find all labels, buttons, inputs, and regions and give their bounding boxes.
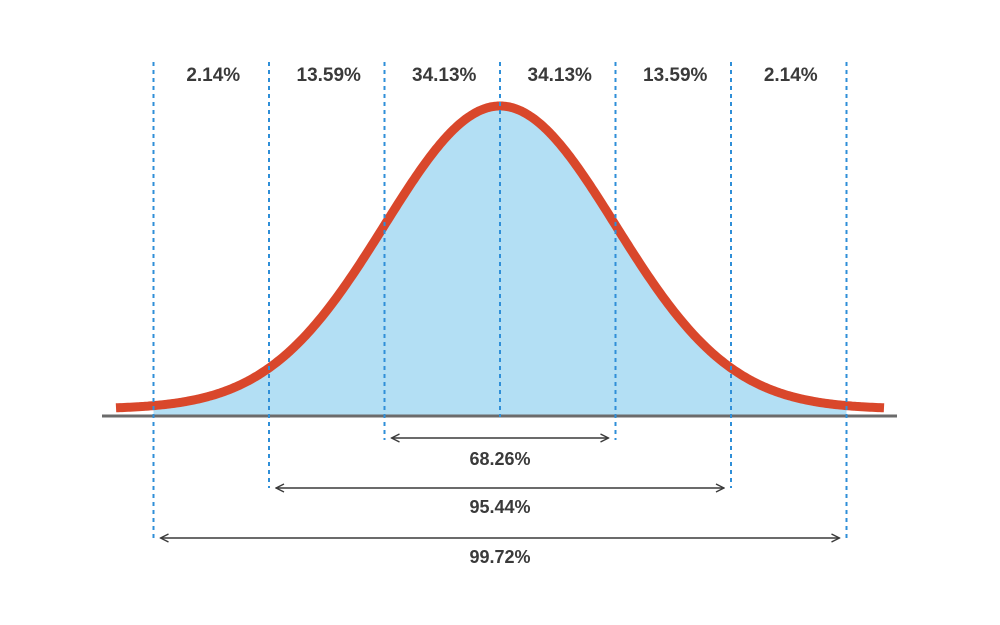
curve-fill-layer — [153, 106, 847, 416]
range-arrow-layer: 68.26% 95.44% 99.72% — [161, 438, 840, 567]
segment-percent-label: 34.13% — [528, 65, 593, 86]
range-percent-label: 68.26% — [469, 449, 530, 469]
range-percent-label: 99.72% — [469, 547, 530, 567]
curve-fill-area — [153, 106, 847, 416]
segment-percent-label: 13.59% — [643, 65, 708, 86]
segment-percent-label: 13.59% — [297, 65, 362, 86]
segment-percent-label: 2.14% — [186, 65, 240, 86]
segment-percent-label: 2.14% — [764, 65, 818, 86]
range-percent-label: 95.44% — [469, 497, 530, 517]
segment-percent-label: 34.13% — [412, 65, 477, 86]
segment-label-layer: 2.14% 13.59% 34.13% 34.13% 13.59% 2.14% — [186, 65, 817, 86]
sigma-divider-layer — [152, 62, 848, 540]
